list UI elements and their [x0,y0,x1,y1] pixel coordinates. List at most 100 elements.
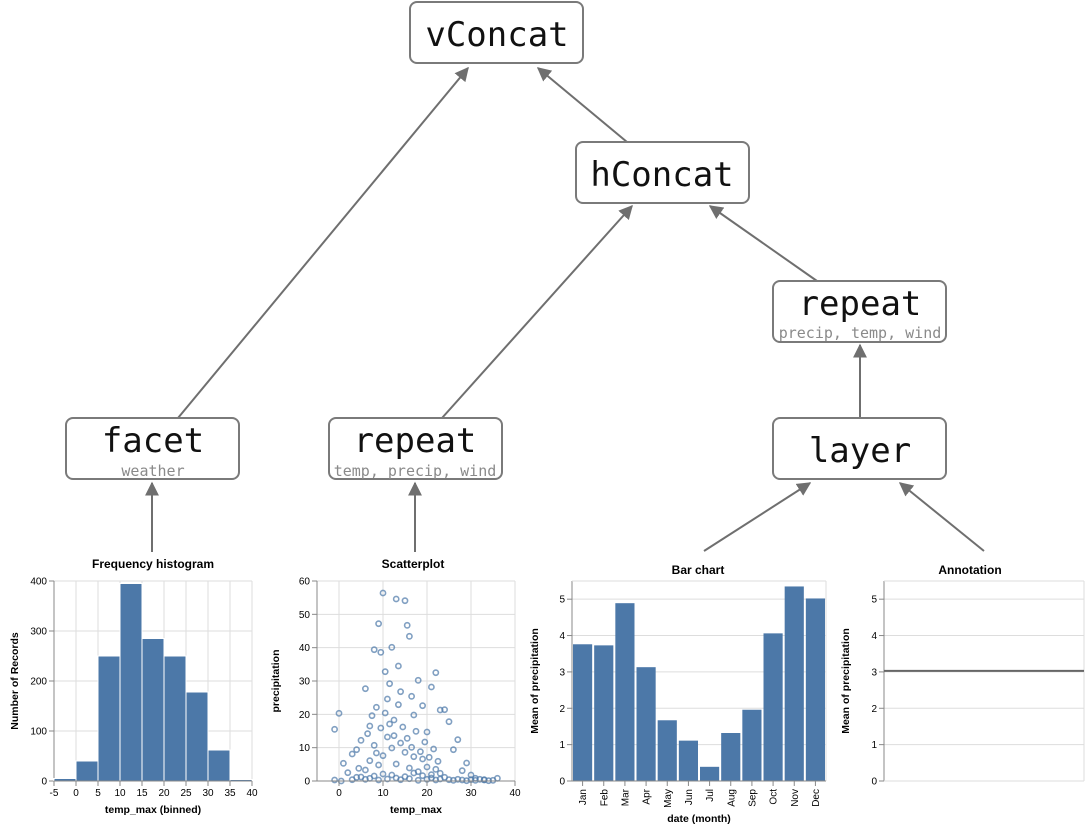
chart-scatterplot: Scatterplot 0 10 20 30 40 50 60 0 10 20 30 40 temp_m… [270,557,521,816]
node-repeat-top: repeat precip, temp, wind [772,280,947,343]
bar-feb [594,645,614,781]
scatter-point [432,669,440,677]
scatter-point [458,767,466,775]
chart-bar-chart: Bar chart 0 1 2 3 4 5 Jan Feb Mar Apr May Jun Jul Aug… [529,563,827,825]
scatter-point [493,774,501,782]
y-tick-label: 4 [559,631,565,642]
y-tick-label: 2 [559,704,565,715]
scatter-point [361,685,369,693]
x-tick-label: Oct [769,789,780,805]
x-tick-label: 25 [180,788,192,799]
scatter-point [441,706,448,714]
scatter-point [436,775,444,783]
chart-title: Frequency histogram [92,557,214,571]
histogram-bar [141,638,165,782]
chart-title: Bar chart [672,563,725,577]
scatter-point [427,683,435,691]
edge-barchart-to-layer [703,482,812,552]
y-tick-label: 3 [559,667,565,678]
y-tick-label: 3 [871,667,877,678]
scatter-point [375,761,382,769]
scatter-point [353,746,360,754]
histogram-bar [97,655,121,782]
x-tick-label: 10 [377,788,389,799]
x-tick-label: 40 [246,788,258,799]
scatter-point [412,727,420,735]
scatter-point [397,688,404,696]
diagram-edges [145,66,985,552]
scatter-point [353,773,360,781]
scatter-point [370,646,378,654]
scatter-point [399,723,407,731]
y-tick-label: 300 [30,627,47,638]
node-box [772,280,947,343]
scatter-point [379,770,387,778]
scatter-point [372,703,380,711]
y-tick-label: 200 [30,677,47,688]
y-tick-label: 40 [299,643,311,654]
scatter-point [364,730,371,738]
edge-repeat-top-to-hconcat [708,205,818,282]
x-tick-label: 30 [202,788,214,799]
scatter-point [370,772,378,780]
scatter-point [405,632,413,640]
scatter-point [348,750,356,758]
scatter-point [432,765,440,773]
edge-hconcat-to-vconcat [536,67,628,143]
node-layer: layer [772,417,947,480]
scatter-point [403,621,411,629]
y-tick-label: 50 [299,610,311,621]
y-tick-label: 60 [299,577,311,588]
y-tick-label: 0 [871,777,877,788]
scatter-point [405,764,413,772]
x-tick-label: Apr [642,788,653,804]
scatter-point [381,709,389,717]
scatter-point [383,695,391,703]
y-tick-label: 1 [871,740,877,751]
bar-nov [784,586,804,781]
y-tick-label: 4 [871,631,877,642]
scatter-point [416,748,424,756]
node-vconcat: vConcat [409,1,584,64]
scatter-point [370,741,378,749]
histogram-bar [163,655,187,782]
x-axis-title: temp_max (binned) [105,804,201,816]
scatter-point [423,728,431,736]
y-tick-label: 0 [304,777,310,788]
x-tick-label: 30 [465,788,477,799]
node-repeat-left: repeat temp, precip, wind [328,417,503,480]
chart-title: Annotation [938,563,1001,577]
scatter-point [454,736,462,744]
node-box [409,1,584,64]
edge-repeat-left-to-hconcat [441,204,633,419]
scatter-point [386,720,393,728]
scatter-point [355,764,363,772]
bar-sep [742,709,762,781]
scatter-point [421,738,429,746]
x-tick-label: Sep [747,789,758,807]
scatter-point [394,701,402,709]
node-subtitle: temp, precip, wind [334,462,497,480]
scatter-point [419,755,426,763]
y-axis-title: Mean of precipitation [529,628,541,734]
scatter-point [377,648,385,656]
y-tick-label: 30 [299,677,311,688]
scatter-point [471,776,479,784]
x-tick-label: 20 [158,788,170,799]
scatter-point [361,766,369,774]
x-tick-label: Mar [620,788,631,806]
y-axis-title: precipitation [270,649,282,712]
node-box [772,417,947,480]
scatter-point [339,759,347,767]
scatter-point [331,776,338,784]
node-box [575,141,750,204]
bar-apr [636,667,656,781]
x-tick-label: 0 [336,788,342,799]
scatter-point [335,709,343,717]
chart-title: Scatterplot [382,557,445,571]
y-tick-label: 20 [299,710,311,721]
bar-aug [721,733,741,781]
scatter-point [390,732,398,740]
scatter-point [386,680,393,688]
node-title: vConcat [425,15,568,55]
